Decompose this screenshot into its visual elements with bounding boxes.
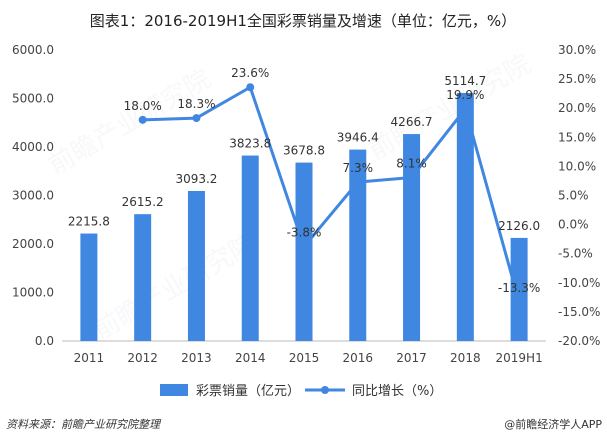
growth-point	[353, 178, 362, 187]
bar-value-label: 3946.4	[337, 131, 379, 145]
bars-layer	[80, 92, 528, 342]
x-tick-label: 2013	[181, 351, 212, 365]
bar-value-label: 2126.0	[498, 219, 540, 233]
growth-point	[192, 114, 201, 123]
growth-value-label: 8.1%	[396, 156, 427, 170]
source-note: 资料来源：前瞻产业研究院整理	[6, 418, 162, 431]
data-labels-layer: 2215.8 2615.2 3093.2 3823.8 3678.8 3946.4 4266…	[68, 66, 540, 295]
y-right-tick-label: 20.0%	[558, 101, 596, 115]
bar	[510, 237, 528, 341]
svg-text:前瞻产业研究院: 前瞻产业研究院	[364, 49, 537, 166]
bar-value-label: 4266.7	[391, 115, 433, 129]
svg-text:前瞻产业研究院: 前瞻产业研究院	[89, 229, 262, 346]
legend: 彩票销量（亿元） 同比增长（%）	[160, 384, 442, 399]
bar	[187, 190, 205, 341]
growth-value-label: 23.6%	[231, 66, 269, 80]
y-left-tick-label: 1000.0	[12, 286, 54, 300]
y-right-tick-label: 15.0%	[558, 130, 596, 144]
bar-value-label: 3093.2	[175, 172, 217, 186]
growth-value-label: 18.0%	[124, 99, 162, 113]
y-left-tick-label: 2000.0	[12, 237, 54, 251]
x-tick-label: 2019H1	[496, 351, 543, 365]
y-left-tick-label: 0.0	[35, 334, 54, 348]
chart-title: 图表1：2016-2019H1全国彩票销量及增速（单位：亿元，%）	[90, 12, 516, 30]
legend-bar-swatch	[160, 384, 188, 396]
y-right-tick-label: 0.0%	[558, 218, 589, 232]
growth-point	[246, 83, 255, 92]
growth-value-label: -13.3%	[498, 281, 540, 295]
bar-value-label: 3823.8	[229, 137, 271, 151]
x-tick-label: 2015	[289, 351, 320, 365]
x-tick-label: 2014	[235, 351, 266, 365]
legend-line-marker	[321, 386, 329, 394]
x-tick-label: 2011	[74, 351, 105, 365]
bar-value-label: 3678.8	[283, 144, 325, 158]
growth-line	[142, 85, 521, 303]
x-tick-label: 2018	[450, 351, 481, 365]
x-tick-label: 2012	[127, 351, 158, 365]
growth-point	[461, 104, 470, 113]
legend-line-label: 同比增长（%）	[352, 384, 442, 399]
growth-value-label: 18.3%	[177, 97, 215, 111]
y-right-tick-label: -20.0%	[558, 334, 600, 348]
growth-point	[300, 242, 308, 251]
legend-bar-label: 彩票销量（亿元）	[196, 384, 300, 399]
bar	[295, 162, 313, 341]
growth-point	[515, 298, 524, 307]
y-left-tick-label: 6000.0	[12, 43, 54, 57]
bar	[134, 214, 152, 341]
growth-value-label: -3.8%	[287, 226, 322, 240]
y-right-tick-label: 25.0%	[558, 72, 596, 86]
bar-value-label: 2215.8	[68, 215, 110, 229]
y-right-tick-label: -10.0%	[558, 276, 600, 290]
y-left-tick-label: 3000.0	[12, 189, 54, 203]
bar	[349, 149, 367, 341]
brand-credit: @前瞻经济学人APP	[504, 417, 602, 431]
bar	[241, 155, 259, 341]
growth-value-label: 7.3%	[343, 161, 374, 175]
bar	[403, 134, 421, 341]
y-right-tick-label: -15.0%	[558, 305, 600, 319]
y-left-tick-label: 5000.0	[12, 92, 54, 106]
y-left-tick-label: 4000.0	[12, 140, 54, 154]
x-tick-label: 2016	[343, 351, 374, 365]
growth-line-layer	[138, 83, 524, 307]
y-right-tick-label: 30.0%	[558, 43, 596, 57]
bar-value-label: 5114.7	[444, 74, 486, 88]
growth-point	[138, 115, 147, 124]
svg-text:前瞻产业研究院: 前瞻产业研究院	[44, 64, 217, 181]
bar	[80, 233, 98, 341]
y-right-tick-label: 10.0%	[558, 159, 596, 173]
y-right-tick-label: -5.0%	[558, 247, 593, 261]
bar-value-label: 2615.2	[122, 195, 164, 209]
bar	[456, 92, 474, 342]
axes: 0.0 1000.0 2000.0 3000.0 4000.0 5000.0 6000.0 -…	[12, 43, 600, 365]
y-right-tick-label: 5.0%	[558, 189, 589, 203]
growth-point	[407, 173, 416, 182]
growth-value-label: 19.9%	[446, 88, 484, 102]
x-tick-label: 2017	[396, 351, 427, 365]
